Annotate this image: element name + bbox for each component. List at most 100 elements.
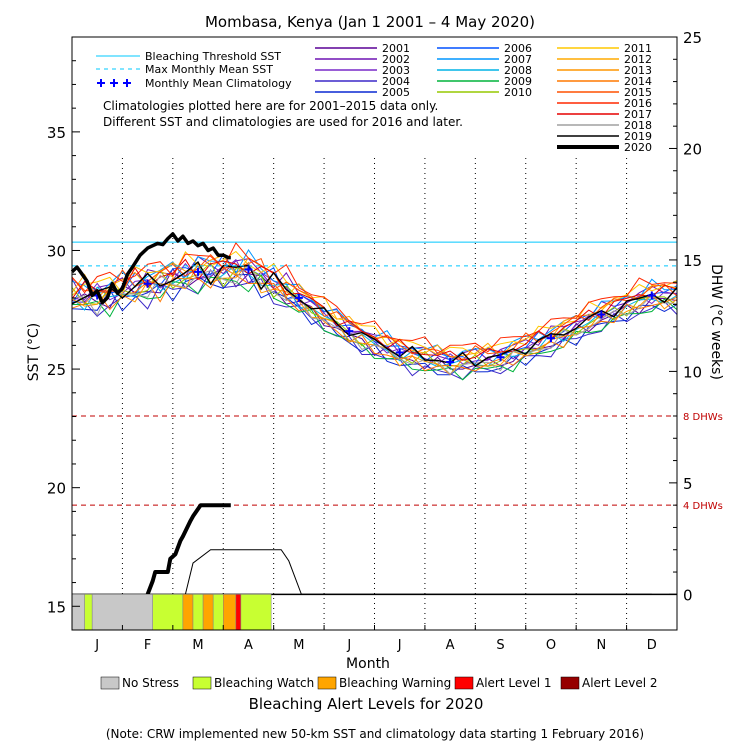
month-tick-label: J (94, 638, 99, 653)
climatology-point (345, 327, 354, 336)
series-2020-dhw-line (145, 503, 231, 596)
legend-year-label: 2009 (504, 75, 532, 88)
series-2002-sst-line (71, 255, 678, 361)
legend-year-label: 2019 (624, 130, 652, 143)
alert-strip-segment (223, 594, 237, 631)
y-axis-label-left: SST (°C) (26, 323, 42, 381)
climatology-point (446, 357, 455, 366)
alert-strip-segment (240, 594, 272, 631)
series-2016-sst-line (71, 241, 678, 355)
series-2020-sst-line (70, 232, 231, 305)
climatology-point (597, 310, 606, 319)
sst-tick-label: 30 (47, 242, 66, 260)
month-tick-label: N (597, 638, 607, 653)
series-2019-sst-line (71, 261, 678, 368)
legend-label: Max Monthly Mean SST (145, 63, 273, 76)
dhw-tick-label: 10 (683, 363, 702, 381)
legend-year-label: 2004 (382, 75, 410, 88)
legend-label: Bleaching Threshold SST (145, 50, 281, 63)
alert-strip-segment (84, 594, 93, 631)
legend-year-label: 2012 (624, 53, 652, 66)
x-axis-label: Month (346, 656, 390, 672)
climatology-point (647, 291, 656, 300)
dhw-tick-label: 20 (683, 140, 702, 158)
legend-year-label: 2014 (624, 75, 652, 88)
climatology-point (244, 265, 253, 274)
month-tick-label: A (244, 638, 253, 653)
legend-climatology-marker (97, 79, 105, 87)
dhw-tick-label: 0 (683, 586, 693, 604)
alert-strip-segment (71, 594, 85, 631)
chart-title: Mombasa, Kenya (Jan 1 2001 – 4 May 2020) (205, 13, 535, 31)
legend-year-label: 2016 (624, 97, 652, 110)
alert-legend-swatch (560, 676, 580, 690)
alert-legend-title: Bleaching Alert Levels for 2020 (249, 695, 484, 713)
alert-legend-label: Alert Level 1 (476, 676, 552, 690)
sst-tick-label: 20 (47, 480, 66, 498)
legend-year-label: 2010 (504, 86, 532, 99)
climatology-point (546, 334, 555, 343)
month-tick-label: O (546, 638, 556, 653)
dhw-tick-label: 5 (683, 475, 693, 493)
legend-year-label: 2018 (624, 119, 652, 132)
climatology-point (194, 267, 203, 276)
month-tick-label: M (293, 638, 304, 653)
alert-legend: No Stress Bleaching Watch Bleaching Warnin… (100, 676, 658, 690)
alert-legend-label: Bleaching Warning (339, 676, 451, 690)
axes: 8 DHWs 4 DHWs 15 20 25 30 35 0 5 10 15 20 25 J F M A M J J A… (47, 29, 723, 653)
alert-legend-swatch (192, 676, 212, 690)
climatology-note-line-2: Different SST and climatologies are used… (103, 115, 463, 129)
legend-climatology-marker (123, 79, 131, 87)
sst-tick-label: 25 (47, 361, 66, 379)
legend-label: Monthly Mean Climatology (145, 77, 292, 90)
alert-legend-label: No Stress (122, 676, 179, 690)
footnote: (Note: CRW implemented new 50-km SST and… (106, 727, 644, 741)
climatology-point (294, 293, 303, 302)
alert-legend-swatch (317, 676, 337, 690)
legend-year-label: 2003 (382, 64, 410, 77)
climatology-point (395, 348, 404, 357)
month-tick-label: D (647, 638, 657, 653)
series-2009-sst-line (71, 273, 678, 381)
legend-year-label: 2015 (624, 86, 652, 99)
legend-climatology-marker (110, 79, 118, 87)
climatology-note-line-1: Climatologies plotted here are for 2001–… (103, 99, 438, 113)
series-2005-sst-line (71, 273, 678, 376)
series-2018-sst-line (71, 262, 678, 375)
legend-year-label: 2020 (624, 141, 652, 154)
month-tick-label: J (346, 638, 351, 653)
dhw-level-label: 8 DHWs (683, 412, 723, 423)
legend-year-label: 2017 (624, 108, 652, 121)
series-2017-sst-line (71, 258, 678, 361)
alert-strip-segment (192, 594, 204, 631)
month-tick-label: A (446, 638, 455, 653)
alert-strip-segment (235, 594, 242, 631)
month-tick-label: S (496, 638, 504, 653)
alert-legend-swatch (100, 676, 120, 690)
month-tick-label: J (397, 638, 402, 653)
legend-year-label: 2001 (382, 42, 410, 55)
legend-year-label: 2008 (504, 64, 532, 77)
legend-year-label: 2002 (382, 53, 410, 66)
climatology-point (496, 353, 505, 362)
alert-strip-segment (182, 594, 194, 631)
sst-tick-label: 15 (47, 598, 66, 616)
series-2004-sst-line (71, 269, 678, 381)
legend-year-label: 2006 (504, 42, 532, 55)
alert-strip-segment (152, 594, 184, 631)
dhw-level-label: 4 DHWs (683, 501, 723, 512)
dhw-tick-label: 15 (683, 252, 702, 270)
legend-year-label: 2005 (382, 86, 410, 99)
alert-legend-label: Alert Level 2 (582, 676, 658, 690)
alert-legend-swatch (454, 676, 474, 690)
alert-legend-label: Bleaching Watch (214, 676, 314, 690)
legend-year-label: 2013 (624, 64, 652, 77)
legend-year-label: 2011 (624, 42, 652, 55)
sst-tick-label: 35 (47, 124, 66, 142)
series-2019-dhw-line (184, 549, 652, 595)
series-2012-sst-line (71, 254, 678, 358)
legend-year-label: 2007 (504, 53, 532, 66)
y-axis-label-right: DHW (°C weeks) (708, 264, 724, 380)
dhw-tick-label: 25 (683, 29, 702, 47)
